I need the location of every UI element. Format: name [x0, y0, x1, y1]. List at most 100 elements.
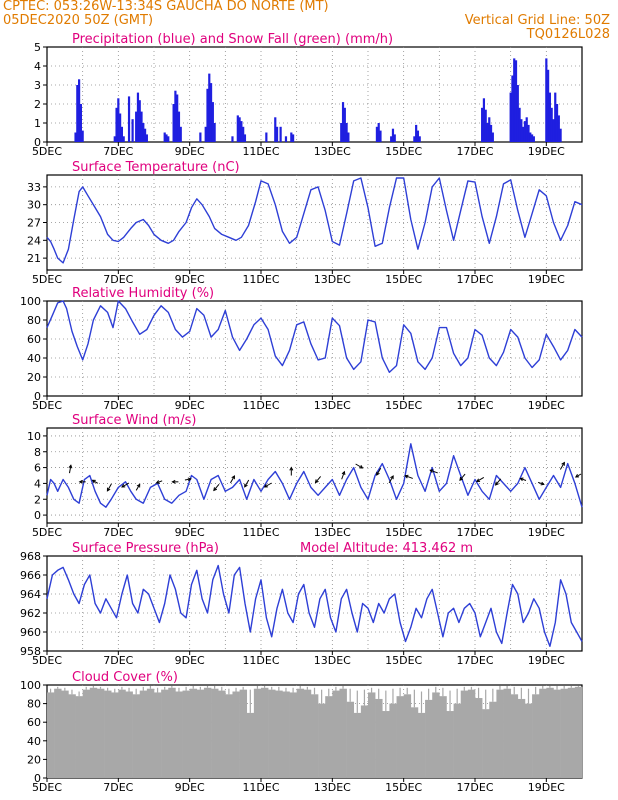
wind-arrow	[263, 482, 272, 488]
cloud-bar	[168, 687, 176, 778]
cloud-bar	[232, 691, 240, 778]
x-tick-label: 15DEC	[385, 273, 422, 286]
precip-bar	[481, 107, 484, 142]
y-tick-label: 3	[34, 79, 41, 92]
cloud-bar	[132, 694, 141, 778]
precip-bar	[511, 75, 514, 142]
precip-bar	[509, 92, 512, 142]
x-tick-label: 17DEC	[456, 654, 493, 667]
wind-arrow-shaft	[495, 478, 502, 486]
wind-arrow	[341, 470, 346, 480]
plot-frame	[46, 300, 583, 397]
y-tick-label: 0	[34, 509, 41, 522]
cloud-bar	[510, 694, 519, 778]
cloud-bar	[175, 691, 183, 778]
precip-bar	[209, 83, 213, 142]
y-tick-label: 968	[20, 550, 41, 563]
precip-bar	[275, 126, 279, 142]
precip-bar	[514, 60, 518, 142]
cloud-bar	[403, 694, 412, 778]
y-tick-label: 6	[34, 462, 41, 475]
precip-bar	[199, 132, 202, 142]
wind-arrow-head	[187, 477, 192, 482]
cloud-bar	[482, 709, 490, 778]
precip-bar	[213, 123, 216, 142]
wind-arrow	[574, 473, 582, 478]
x-tick-label: 19DEC	[528, 781, 565, 794]
y-tick-label: 27	[27, 217, 41, 230]
precip-bar	[76, 85, 79, 142]
precip-bar	[345, 123, 348, 142]
cloud-bar	[432, 692, 440, 778]
precip-bar	[375, 126, 379, 142]
x-tick-label: 15DEC	[385, 526, 422, 539]
cloud-bar	[154, 692, 162, 778]
y-tick-label: 33	[27, 181, 41, 194]
y-tick-label: 80	[27, 314, 41, 327]
y-tick-label: 40	[27, 352, 41, 365]
precip-bar	[413, 136, 416, 142]
cloud-bar	[75, 696, 83, 778]
cloud-bar	[574, 686, 583, 778]
cloud-bar	[553, 689, 561, 778]
cloud-bar	[282, 691, 290, 778]
y-tick-label: 20	[27, 371, 41, 384]
wind-arrow-shaft	[459, 473, 466, 481]
cloud-bar	[218, 690, 226, 778]
x-tick-label: 19DEC	[528, 654, 565, 667]
cloud-bar	[460, 690, 469, 778]
cloud-bar	[89, 687, 98, 778]
cloud-bar	[125, 691, 133, 778]
precip-bar	[547, 69, 550, 142]
wind-arrow	[494, 478, 502, 486]
wind-arrow-shaft	[244, 479, 250, 488]
cloud-bar	[239, 689, 248, 778]
y-tick-label: 2	[34, 493, 41, 506]
wind-arrow-shaft	[388, 475, 394, 484]
precip-bar	[113, 136, 116, 142]
cloud-bar	[346, 701, 355, 778]
cloud-bar	[139, 690, 148, 778]
cloud-bar	[532, 694, 540, 778]
cloud-bar	[546, 687, 554, 778]
precip-bar	[176, 94, 179, 142]
cloud-bar	[325, 696, 333, 778]
precip-bar	[393, 134, 396, 142]
wind-arrow	[135, 483, 141, 491]
wind-arrow	[91, 479, 98, 484]
cloud-bar	[54, 688, 62, 778]
wind-arrow-shaft	[341, 471, 345, 480]
precip-bar	[488, 117, 491, 142]
wind-arrow-head	[494, 481, 499, 486]
cloud-bar	[389, 703, 397, 778]
panel-title: Surface Temperature (nC)	[72, 160, 240, 175]
cloud-bar	[524, 703, 533, 778]
cloud-bar	[446, 711, 454, 778]
x-tick-label: 5DEC	[32, 526, 62, 539]
wind-arrow	[171, 479, 179, 484]
y-tick-label: 60	[27, 716, 41, 729]
precip-bar	[518, 107, 521, 142]
x-tick-label: 17DEC	[456, 399, 493, 412]
precip-bar	[81, 130, 84, 142]
x-tick-label: 5DEC	[32, 781, 62, 794]
cloud-bar	[382, 711, 390, 778]
x-tick-label: 7DEC	[103, 273, 133, 286]
cloud-bar	[118, 689, 126, 778]
precip-bar	[140, 111, 143, 142]
cloud-bar	[82, 689, 91, 778]
x-tick-label: 11DEC	[242, 654, 279, 667]
cloud-bar	[182, 690, 190, 778]
precip-bar	[513, 58, 516, 142]
precip-bar	[79, 104, 82, 142]
x-tick-label: 19DEC	[528, 273, 565, 286]
precip-bar	[522, 126, 525, 142]
cloud-bar	[417, 712, 426, 778]
precip-bar	[520, 119, 523, 142]
precip-bar	[390, 136, 393, 142]
series-line	[46, 564, 583, 647]
precip-bar	[119, 113, 122, 142]
wind-arrow-shaft	[476, 477, 485, 482]
wind-arrow-head	[68, 464, 73, 469]
precip-bar	[347, 132, 350, 142]
